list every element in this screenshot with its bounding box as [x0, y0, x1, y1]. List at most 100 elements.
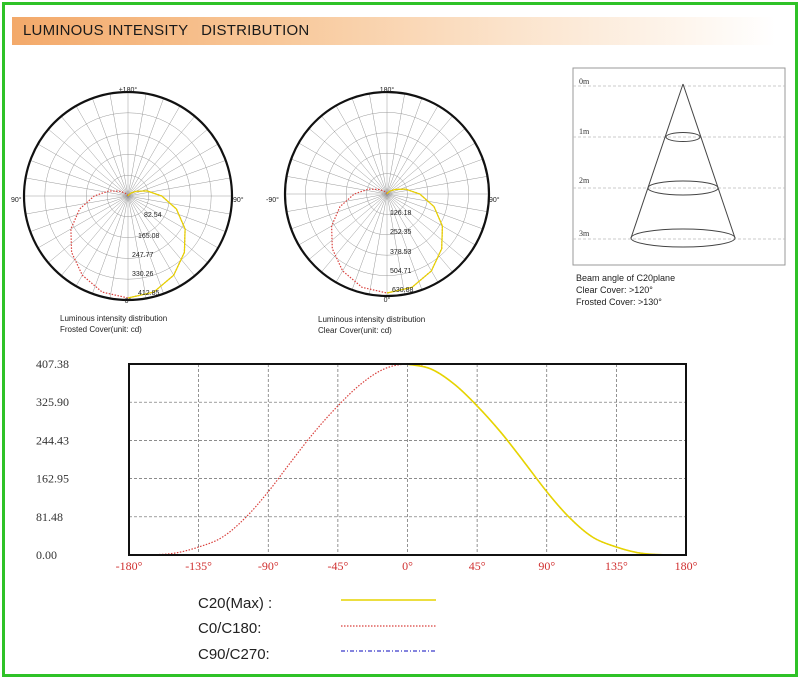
x-tick-label: 45° — [469, 559, 486, 573]
polar2-label-left: -90° — [266, 196, 279, 204]
chart-border — [128, 363, 687, 556]
y-tick-label: 81.48 — [36, 510, 63, 524]
polar-spoke — [48, 195, 129, 263]
polar1-ring-label: 82.54 — [144, 212, 162, 219]
x-tick-label: -45° — [328, 559, 349, 573]
section-header: LUMINOUS INTENSITY DISTRIBUTION — [12, 17, 776, 45]
polar-spoke — [37, 195, 129, 249]
polar-spoke — [291, 158, 388, 195]
polar-spoke — [127, 177, 231, 197]
beam-title: Beam angle of C20plane — [576, 273, 675, 283]
legend-c90-label: C90/C270: — [198, 646, 270, 663]
x-tick-label: 0° — [402, 559, 413, 573]
polar2-caption-line2: Clear Cover(unit: cd) — [318, 326, 392, 335]
polar1-curve-c20 — [127, 190, 186, 299]
polar2-label-bottom: 0° — [384, 296, 391, 304]
polar-spoke — [386, 98, 423, 195]
polar-spoke — [127, 195, 147, 299]
polar-ring — [345, 152, 429, 236]
polar-spoke — [127, 195, 195, 276]
beam-ellipse-1m — [665, 132, 701, 142]
polar-spoke — [109, 195, 129, 299]
polar-spoke — [369, 193, 388, 295]
polar-spoke — [321, 193, 388, 273]
polar-spoke — [386, 193, 488, 212]
polar-spoke — [75, 105, 129, 197]
polar-outer-circle — [22, 90, 234, 302]
polar-spoke — [351, 193, 388, 290]
polar-spoke — [308, 193, 388, 260]
polar1-label-top: ±180° — [119, 86, 138, 94]
polar-diagram-frosted: ±180° 90° 90° 0° 82.54 165.08 247.77 330… — [11, 86, 244, 334]
polar-spoke — [127, 116, 195, 197]
polar-spoke — [286, 193, 388, 212]
polar-ring — [106, 174, 150, 218]
polar2-curve-c20 — [386, 188, 444, 294]
x-tick-label: -135° — [185, 559, 212, 573]
beam-distance-0m: 0m — [579, 77, 590, 86]
polar1-caption-line2: Frosted Cover(unit: cd) — [60, 325, 142, 334]
x-tick-label: -90° — [258, 559, 279, 573]
polar-spoke — [298, 142, 388, 195]
legend-c20-label: C20(Max) : — [198, 595, 272, 612]
polar-spoke — [335, 193, 388, 283]
polar1-curve-c0 — [70, 190, 186, 299]
polar-spoke — [321, 115, 388, 195]
polar-spoke — [386, 193, 453, 273]
polar-spoke — [386, 158, 483, 195]
polar-spoke — [127, 98, 164, 197]
polar-spoke — [61, 116, 129, 197]
polar-spoke — [61, 195, 129, 276]
polar2-ring-label: 126.18 — [390, 210, 412, 217]
polar-spoke — [127, 195, 231, 215]
polar-spoke — [109, 93, 129, 197]
polar-spoke — [386, 115, 453, 195]
polar-spoke — [127, 93, 147, 197]
beam-distance-3m: 3m — [579, 229, 590, 238]
polar-spoke — [25, 177, 129, 197]
polar2-curve-c0 — [330, 188, 444, 294]
polar-spoke — [291, 193, 388, 230]
intensity-line-chart: 0.00 81.48 162.95 244.43 325.90 407.38 -180° -… — [36, 357, 698, 573]
polar-spoke — [37, 143, 129, 197]
polar-spoke — [127, 195, 164, 294]
polar1-ring-label: 330.26 — [132, 271, 154, 278]
polar2-label-top: 180° — [380, 86, 395, 94]
polar2-ring-label: 252.35 — [390, 229, 412, 236]
y-tick-label: 244.43 — [36, 433, 69, 447]
polar2-label-right: 90° — [489, 196, 500, 204]
polar-spoke — [308, 128, 388, 195]
x-tick-label: 90° — [538, 559, 555, 573]
polar1-ring-label: 247.77 — [132, 252, 154, 259]
series-line-c20 — [407, 363, 687, 556]
polar2-ring-label: 504.71 — [390, 268, 412, 275]
polar-spoke — [127, 195, 181, 287]
beam-frosted: Frosted Cover: >130° — [576, 297, 662, 307]
polar-spoke — [127, 129, 208, 197]
polar-spoke — [127, 195, 226, 232]
polar-spoke — [386, 193, 483, 230]
polar-ring — [44, 112, 212, 280]
polar2-ring-label: 630.88 — [392, 287, 414, 294]
legend-c0-label: C0/C180: — [198, 620, 261, 637]
beam-clear: Clear Cover: >120° — [576, 285, 653, 295]
polar-spoke — [127, 195, 219, 249]
polar-spoke — [75, 195, 129, 287]
polar-spoke — [30, 195, 129, 232]
polar-spoke — [286, 176, 388, 195]
polar-spoke — [386, 176, 488, 195]
y-tick-label: 0.00 — [36, 548, 57, 562]
beam-ellipse-2m — [647, 180, 719, 196]
polar-spoke — [127, 105, 181, 197]
polar-ring — [86, 154, 170, 238]
polar-spoke — [30, 160, 129, 197]
polar-outer-circle — [283, 90, 491, 298]
polar-spoke — [298, 193, 388, 246]
polar-spoke — [386, 93, 405, 195]
polar-spoke — [351, 98, 388, 195]
polar1-ring-label: 412.85 — [138, 290, 160, 297]
polar-spoke — [369, 93, 388, 195]
polar-spoke — [386, 193, 405, 295]
section-title: LUMINOUS INTENSITY DISTRIBUTION — [23, 22, 310, 39]
